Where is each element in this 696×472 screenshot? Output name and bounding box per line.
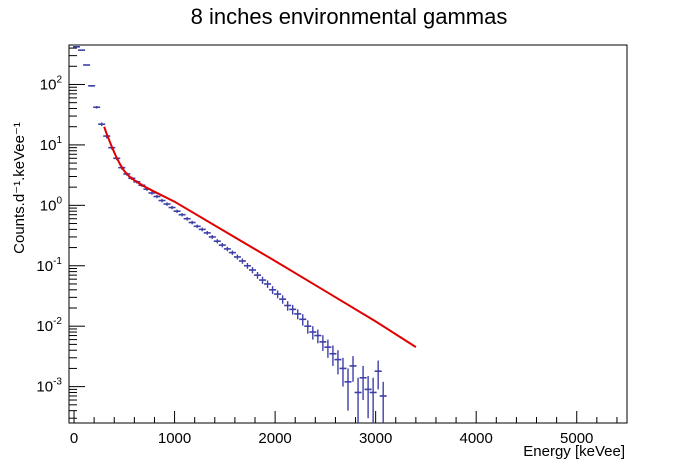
x-axis-label: Energy [keVee] [523,443,625,460]
data-point [193,224,201,229]
fit-line [103,126,417,348]
data-point [93,106,101,109]
data-point [243,263,251,269]
data-point [98,122,106,127]
data-point [158,198,166,203]
y-tick-label: 102 [40,74,63,93]
y-tick-labels: 10-3 10-2 10-1 100 101 102 [36,74,62,395]
data-point [354,377,362,423]
data-point [334,350,342,375]
data-point [349,356,357,382]
data-point [274,290,282,299]
data-point [213,239,221,244]
data-point [299,314,307,326]
data-point [173,209,181,213]
data-point [163,202,171,206]
data-point [379,381,387,423]
x-ticks [73,411,618,423]
data-point [324,339,332,358]
x-tick-label: 0 [70,430,78,447]
data-point [314,329,322,344]
data-point [344,368,352,411]
data-point [203,231,211,235]
data-point [188,220,196,225]
data-point [364,375,372,419]
x-tick-labels: 0 1000 2000 3000 4000 5000 [70,430,594,447]
y-tick-label: 101 [40,135,63,154]
data-point [319,335,327,351]
y-ticks [69,47,85,419]
data-point [309,326,317,340]
data-point [168,205,176,210]
data-point [78,49,86,51]
x-tick-label: 2000 [258,430,291,447]
data-point [359,365,367,401]
data-point [73,46,81,48]
data-point [83,64,91,66]
chart-title: 8 inches environmental gammas [191,4,508,29]
data-point [294,309,302,320]
data-point [248,267,256,274]
data-point [374,360,382,390]
data-point [254,271,262,279]
x-tick-label: 4000 [460,430,493,447]
data-points [73,46,387,423]
y-tick-label: 10-2 [36,316,62,335]
data-point [279,295,287,304]
data-point [304,320,312,334]
data-point [339,357,347,387]
x-tick-label: 1000 [158,430,191,447]
data-point [148,191,156,195]
x-tick-label: 5000 [560,430,593,447]
data-point [233,254,241,260]
data-point [198,227,206,232]
data-point [223,246,231,252]
data-point [228,250,236,255]
data-point [369,377,377,423]
data-point [238,258,246,264]
data-point [269,286,277,295]
data-point [218,243,226,248]
data-point [183,217,191,221]
x-tick-label: 3000 [359,430,392,447]
plot-frame [68,44,628,424]
data-point [88,85,96,87]
y-axis-label: Counts.d⁻¹.keVee⁻¹ [11,122,28,254]
y-tick-label: 10-3 [36,377,62,396]
data-point [264,280,272,288]
data-point [289,304,297,315]
data-point [178,213,186,217]
data-point [284,301,292,311]
data-point [259,276,267,284]
data-point [208,235,216,239]
y-tick-label: 10-1 [36,256,62,275]
data-point [153,194,161,199]
data-point [329,345,337,366]
y-tick-label: 100 [40,195,63,214]
